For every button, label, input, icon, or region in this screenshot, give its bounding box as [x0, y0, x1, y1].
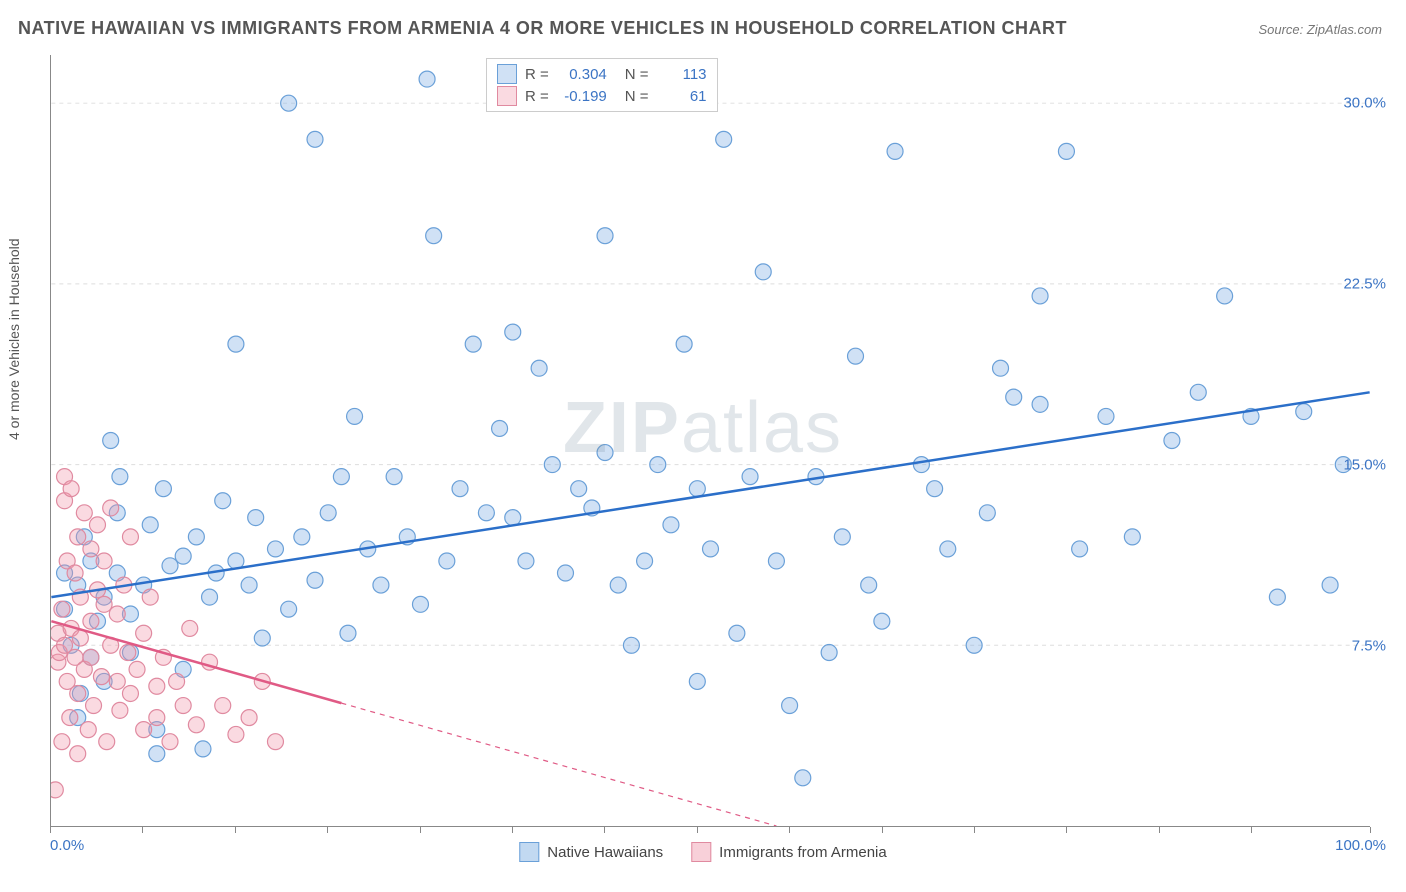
xtick-label: 100.0% [1335, 837, 1386, 854]
ytick-label: 15.0% [1343, 457, 1386, 474]
swatch-icon [519, 842, 539, 862]
legend-item-0: Native Hawaiians [519, 842, 663, 862]
y-axis-label: 4 or more Vehicles in Household [6, 238, 22, 440]
r-value: 0.304 [557, 66, 607, 83]
swatch-icon [691, 842, 711, 862]
source-label: Source: ZipAtlas.com [1258, 22, 1382, 37]
n-label: N = [625, 88, 649, 105]
n-label: N = [625, 66, 649, 83]
r-label: R = [525, 66, 549, 83]
swatch-icon [497, 86, 517, 106]
r-label: R = [525, 88, 549, 105]
xtick-label: 0.0% [50, 837, 84, 854]
stats-legend: R = 0.304 N = 113 R = -0.199 N = 61 [486, 58, 718, 112]
ytick-label: 7.5% [1352, 638, 1386, 655]
ytick-label: 30.0% [1343, 95, 1386, 112]
stats-row-series-0: R = 0.304 N = 113 [497, 63, 707, 85]
n-value: 61 [657, 88, 707, 105]
n-value: 113 [657, 66, 707, 83]
scatter-plot [50, 55, 1370, 827]
stats-row-series-1: R = -0.199 N = 61 [497, 85, 707, 107]
legend-label: Native Hawaiians [547, 844, 663, 861]
legend-label: Immigrants from Armenia [719, 844, 887, 861]
plot-container [50, 55, 1370, 827]
chart-title: NATIVE HAWAIIAN VS IMMIGRANTS FROM ARMEN… [18, 18, 1067, 39]
r-value: -0.199 [557, 88, 607, 105]
legend-item-1: Immigrants from Armenia [691, 842, 887, 862]
bottom-legend: Native Hawaiians Immigrants from Armenia [519, 842, 886, 862]
swatch-icon [497, 64, 517, 84]
ytick-label: 22.5% [1343, 276, 1386, 293]
